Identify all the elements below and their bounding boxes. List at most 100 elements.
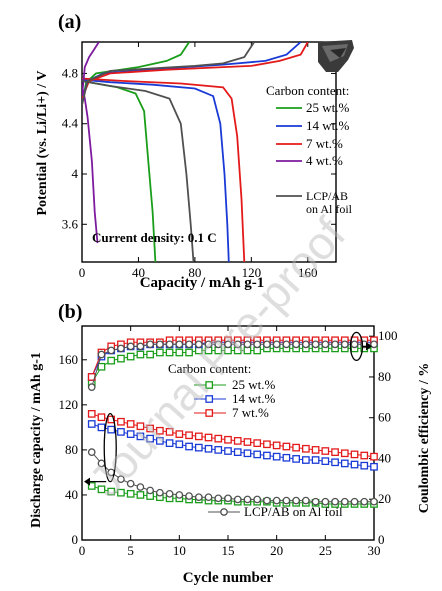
panel-b-legend-label: 14 wt.%: [232, 391, 276, 406]
panel-b-efficiency-point: [233, 340, 242, 349]
left-arrowhead-icon: [84, 477, 90, 486]
panel-b-y2-tick-label: 60: [378, 410, 391, 425]
panel-b-capacity-point: [204, 433, 213, 442]
panel-b-efficiency-point: [146, 340, 154, 349]
panel-b-legend-title: Carbon content:: [168, 361, 251, 376]
panel-b-efficiency-point: [214, 340, 223, 349]
panel-a-legend-title: Carbon content:: [266, 83, 349, 98]
panel-b-x-tick-label: 0: [79, 543, 86, 558]
panel-b-capacity-point: [350, 497, 359, 506]
panel-b-y-tick-label: 80: [65, 442, 78, 457]
panel-b-capacity-point: [146, 434, 154, 443]
panel-b-capacity-point: [204, 493, 213, 502]
panel-b-x-axis-label: Cycle number: [183, 570, 274, 586]
panel-a-frame: [81, 41, 337, 263]
panel-b-legend-label: LCP/AB on Al foil: [244, 504, 343, 519]
panel-a-discharge-curve: [82, 77, 246, 262]
panel-b-efficiency-point: [263, 340, 271, 349]
panel-b-capacity-point: [340, 449, 349, 458]
panel-b-capacity-point: [107, 487, 116, 496]
panel-b-capacity-point: [292, 443, 300, 452]
panel-b-efficiency-point: [126, 342, 135, 351]
panel-b-y2-tick-label: 100: [378, 328, 398, 343]
panel-b-capacity-point: [233, 437, 242, 445]
panel-b-capacity-point: [233, 448, 242, 456]
panel-b-legend-swatch-marker: [205, 409, 214, 417]
panel-b-capacity-point: [97, 485, 106, 494]
panel-a-discharge-curve: [82, 78, 230, 262]
panel-b-capacity-point: [87, 448, 96, 456]
panel-b-efficiency-point: [156, 340, 164, 349]
panel-b-capacity-point: [136, 491, 145, 499]
panel-b-capacity-point: [117, 488, 125, 497]
panel-b-capacity-point: [87, 420, 96, 428]
panel-b-x-tick-label: 20: [270, 543, 283, 558]
panel-b-y-axis-label: Discharge capacity / mAh g-1: [29, 352, 44, 528]
panel-b-efficiency-point: [185, 340, 193, 349]
panel-b-capacity-point: [311, 497, 320, 506]
panel-b-capacity-point: [185, 431, 193, 440]
panel-b-capacity-point: [321, 457, 330, 466]
panel-b-capacity-point: [194, 443, 203, 452]
panel-b-capacity-point: [350, 450, 359, 459]
panel-b-capacity-point: [175, 491, 184, 499]
panel-b-capacity-point: [263, 451, 271, 460]
panel-b-capacity-point: [292, 496, 300, 505]
panel-a-x-axis-label: Capacity / mAh g-1: [140, 275, 265, 291]
panel-b-efficiency-point: [272, 340, 281, 349]
panel-b-capacity-point: [311, 456, 320, 464]
panel-b-x-tick-label: 15: [222, 543, 235, 558]
panel-b-efficiency-point: [136, 350, 145, 359]
electrode-photo-inset: [318, 40, 354, 72]
panel-a-y-axis-label: Potential (vs. Li/Li+) / V: [35, 71, 50, 216]
panel-b-capacity-point: [282, 453, 291, 462]
panel-b-efficiency-point: [107, 356, 116, 365]
panel-a-x-tick-label: 160: [298, 265, 318, 280]
left-axis-indicator-ellipse: [103, 412, 117, 483]
panel-b-capacity-point: [107, 425, 116, 434]
panel-a-series-4: [82, 42, 255, 262]
panel-b-capacity-point: [350, 460, 359, 469]
panel-b-capacity-point: [214, 434, 223, 443]
panel-b-efficiency-point: [165, 340, 174, 349]
panel-b-capacity-point: [253, 450, 262, 459]
panel-b-capacity-point: [253, 439, 262, 447]
panel-b-capacity-point: [243, 495, 252, 504]
panel-b-x-tick-label: 10: [173, 543, 186, 558]
panel-b-x-tick-label: 5: [127, 543, 134, 558]
panel-a-y-tick-label: 4.8: [62, 65, 78, 80]
panel-b-y2-axis-label: Coulombic efficiency / %: [417, 363, 432, 513]
panel-b-capacity-point: [117, 428, 125, 436]
panel-b-capacity-point: [175, 430, 184, 438]
panel-b-capacity-point: [146, 424, 154, 433]
panel-b-capacity-point: [282, 496, 291, 505]
panel-a-legend-label: 25 wt.%: [306, 100, 350, 115]
panel-b-capacity-point: [224, 447, 232, 455]
panel-b-capacity-point: [194, 432, 203, 441]
panel-b-capacity-point: [136, 432, 145, 441]
panel-b-capacity-point: [224, 494, 232, 503]
panel-b-capacity-point: [136, 422, 145, 431]
panel-b-efficiency-point: [146, 350, 154, 359]
right-arrowhead-icon: [366, 342, 372, 351]
panel-b-legend-swatch-marker: [205, 395, 214, 403]
panel-b-capacity-point: [156, 437, 164, 445]
panel-a-discharge-curve: [82, 85, 99, 244]
panel-b-capacity-point: [214, 446, 223, 454]
panel-b-efficiency-point: [117, 344, 125, 353]
panel-b-efficiency-point: [136, 342, 145, 351]
panel-a-charge-curve: [82, 42, 255, 106]
panel-b-efficiency-point: [87, 383, 96, 391]
panel-b-capacity-point: [97, 413, 106, 422]
panel-b-capacity-point: [224, 435, 232, 444]
panel-a-y-tick-label: 4: [72, 166, 79, 181]
panel-a-discharge-curve: [82, 80, 195, 262]
panel-b-efficiency-point: [156, 348, 164, 357]
panel-b-capacity-point: [331, 448, 339, 456]
panel-b-capacity-point: [331, 458, 339, 467]
panel-b-y2-tick-label: 0: [378, 532, 385, 547]
panel-b-efficiency-point: [126, 352, 135, 361]
